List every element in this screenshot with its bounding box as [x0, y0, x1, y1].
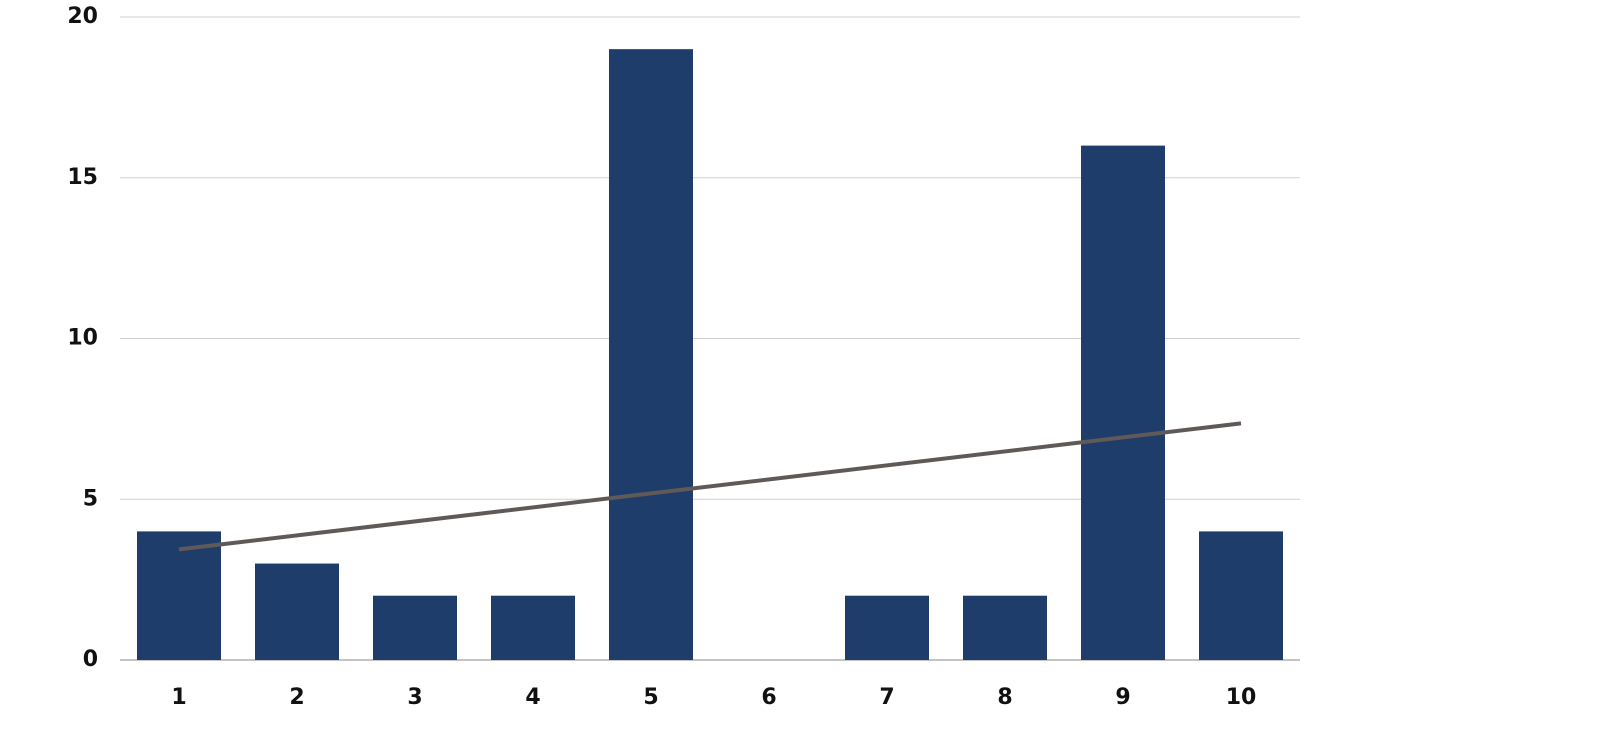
- trendline: [178, 421, 1242, 552]
- bar: [373, 595, 457, 660]
- x-tick-label: 10: [1226, 685, 1257, 710]
- x-tick-label: 3: [407, 685, 422, 710]
- x-tick-label: 2: [289, 685, 304, 710]
- bar: [845, 595, 929, 660]
- bar: [137, 531, 221, 660]
- bar: [609, 49, 693, 660]
- bar: [1081, 145, 1165, 661]
- x-tick-label: 8: [997, 685, 1012, 710]
- bar: [491, 595, 575, 660]
- x-tick-label: 7: [879, 685, 894, 710]
- x-tick-label: 5: [643, 685, 658, 710]
- y-tick-label: 10: [67, 326, 98, 351]
- bar: [255, 563, 339, 660]
- x-tick-label: 4: [525, 685, 540, 710]
- y-tick-label: 20: [67, 4, 98, 29]
- bar: [963, 595, 1047, 660]
- x-tick-label: 9: [1115, 685, 1130, 710]
- y-tick-label: 15: [67, 165, 98, 190]
- bar: [1199, 531, 1283, 660]
- x-tick-label: 1: [171, 685, 186, 710]
- x-tick-label: 6: [761, 685, 776, 710]
- y-tick-label: 0: [83, 647, 98, 672]
- y-tick-label: 5: [83, 486, 98, 511]
